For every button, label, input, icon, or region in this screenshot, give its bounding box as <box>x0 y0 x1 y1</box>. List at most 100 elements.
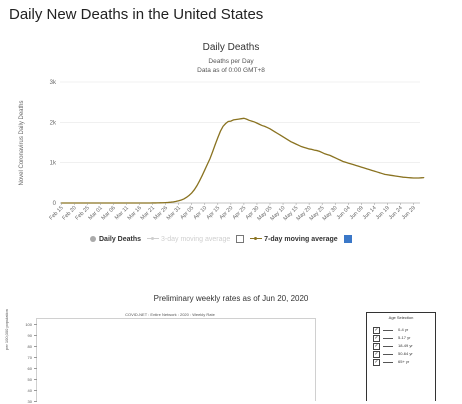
seven-day-average-point <box>162 202 164 204</box>
seven-day-average-point <box>84 202 86 204</box>
series-line-icon <box>383 362 393 363</box>
series-line-icon <box>383 354 393 355</box>
checkbox-checked-icon[interactable]: ✓ <box>373 327 380 334</box>
seven-day-average-point <box>368 169 370 170</box>
age-group-option[interactable]: ✓ 5-17 yr <box>373 335 431 342</box>
legend-daily-deaths[interactable]: Daily Deaths <box>90 236 141 243</box>
age-group-option[interactable]: ✓ 65+ yr <box>373 359 431 366</box>
seven-day-average-point <box>217 137 219 139</box>
seven-day-average-point <box>81 202 83 204</box>
seven-day-average-point <box>186 196 187 198</box>
seven-day-average-point <box>225 123 227 124</box>
seven-day-average-point <box>227 121 229 122</box>
seven-day-average-point <box>173 201 174 203</box>
age-group-option[interactable]: ✓ 0-4 yr <box>373 327 431 334</box>
x-tick-label: Apr 10 <box>192 205 208 221</box>
legend-7day-label: 7-day moving average <box>264 235 338 243</box>
seven-day-average-point <box>131 202 133 204</box>
seven-day-average-point <box>240 118 242 120</box>
seven-day-average-point <box>339 159 341 161</box>
seven-day-average-point <box>418 177 420 179</box>
seven-day-average-point <box>141 202 143 204</box>
x-tick-label: Apr 25 <box>232 205 248 221</box>
age-selection-panel: Age Selection ✓ 0-4 yr ✓ 5-17 yr ✓ 18-49 yr ✓ 5… <box>366 312 436 401</box>
checkbox-icon <box>236 235 245 243</box>
seven-day-average-point <box>337 158 339 160</box>
series-line-icon <box>383 346 393 347</box>
weekly-y-tick-label: 40 <box>27 388 32 393</box>
seven-day-average-point <box>76 202 78 204</box>
weekly-y-tick-label: 100 <box>25 322 32 327</box>
seven-day-average-point <box>295 143 297 145</box>
x-tick-label: Mar 31 <box>166 205 182 221</box>
seven-day-average-point <box>183 198 185 200</box>
checkbox-checked-icon[interactable]: ✓ <box>373 351 380 358</box>
seven-day-average-point <box>316 150 318 152</box>
seven-day-average-point <box>191 192 193 194</box>
seven-day-average-point <box>321 152 323 154</box>
chart-title: Daily Deaths <box>203 42 260 53</box>
legend-3day-average[interactable]: 3-day moving average <box>146 236 230 243</box>
seven-day-average-point <box>308 148 310 150</box>
seven-day-average-point <box>394 175 396 177</box>
seven-day-average-point <box>105 202 107 204</box>
seven-day-average-point <box>136 202 138 204</box>
seven-day-average-point <box>334 157 336 159</box>
seven-day-average-point <box>89 202 91 204</box>
seven-day-average-point <box>261 125 263 127</box>
x-tick-label: Jun 29 <box>401 205 417 221</box>
seven-day-average-point <box>324 153 326 155</box>
legend-dot-icon <box>90 235 96 242</box>
page-title: Daily New Deaths in the United States <box>9 6 264 23</box>
seven-day-average-point <box>243 117 245 119</box>
weekly-gridline <box>34 324 37 325</box>
seven-day-average-point <box>423 177 425 179</box>
seven-day-average-point <box>392 175 394 177</box>
seven-day-average-point <box>230 120 232 122</box>
seven-day-average-point <box>235 119 237 120</box>
seven-day-average-point <box>272 129 274 131</box>
seven-day-average-point <box>313 149 315 151</box>
seven-day-average-point <box>212 151 214 153</box>
weekly-gridline <box>34 401 37 402</box>
weekly-rates-title: Preliminary weekly rates as of Jun 20, 2… <box>153 294 309 303</box>
legend-7day-average[interactable]: 7-day moving average <box>250 236 338 243</box>
seven-day-average-point <box>410 177 412 179</box>
seven-day-average-point <box>253 121 255 123</box>
checkbox-checked-icon[interactable]: ✓ <box>373 335 380 342</box>
age-group-option[interactable]: ✓ 50-64 yr <box>373 351 431 358</box>
seven-day-average-point <box>159 202 161 204</box>
seven-day-average-point <box>94 202 96 204</box>
seven-day-average-point <box>293 142 294 144</box>
y-axis-label: Novel Coronavirus Daily Deaths <box>19 100 25 185</box>
seven-day-average-point <box>282 136 284 138</box>
age-group-option[interactable]: ✓ 18-49 yr <box>373 343 431 350</box>
seven-day-average-point <box>248 119 250 121</box>
seven-day-average-point <box>264 125 266 127</box>
seven-day-average-point <box>371 169 373 171</box>
seven-day-average-point <box>123 202 125 204</box>
chart-subtitle: Deaths per Day <box>208 58 254 65</box>
seven-day-average-point <box>384 173 386 175</box>
seven-day-average-point <box>115 202 117 204</box>
weekly-y-tick-label: 90 <box>27 333 32 338</box>
seven-day-average-point <box>266 127 268 129</box>
seven-day-average-point <box>175 200 177 202</box>
weekly-gridline <box>34 368 37 369</box>
weekly-y-tick-label: 50 <box>27 377 32 382</box>
legend-3day-checkbox[interactable] <box>236 235 245 243</box>
seven-day-average-point <box>300 146 302 147</box>
legend-line-icon <box>250 237 263 241</box>
seven-day-average-point <box>188 194 190 196</box>
checkbox-checked-icon[interactable]: ✓ <box>373 359 380 366</box>
seven-day-average-point <box>269 128 271 130</box>
seven-day-average-point <box>165 202 167 204</box>
seven-day-average-point <box>298 144 300 146</box>
seven-day-average-point <box>214 144 216 145</box>
legend-7day-checkbox[interactable] <box>343 235 352 243</box>
checkbox-checked-icon[interactable]: ✓ <box>373 343 380 350</box>
seven-day-average-point <box>353 164 354 166</box>
seven-day-average-point <box>332 156 334 158</box>
seven-day-average-point <box>97 202 99 204</box>
seven-day-average-point <box>285 138 287 139</box>
